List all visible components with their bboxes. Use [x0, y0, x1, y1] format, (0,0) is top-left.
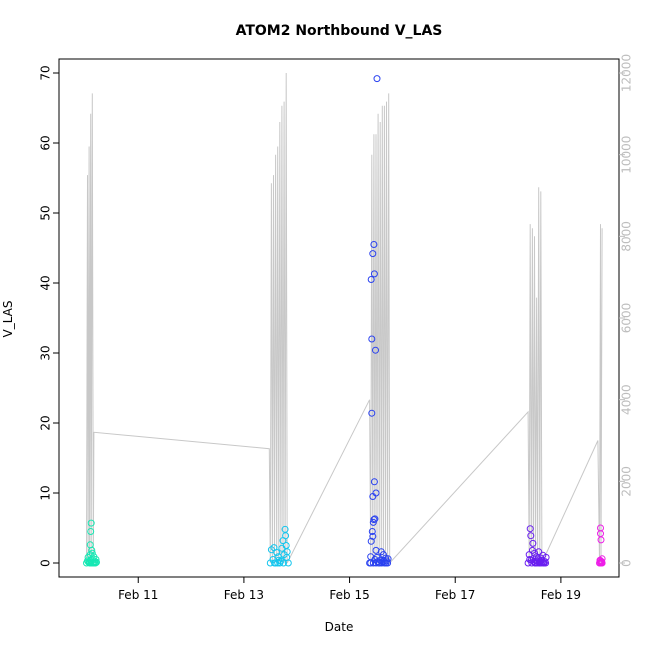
- y2-tick-label: 2000: [620, 466, 634, 497]
- data-point: [275, 556, 283, 564]
- data-point: [369, 532, 377, 540]
- scatter-points: [83, 75, 606, 567]
- data-point: [282, 532, 290, 540]
- data-point: [380, 557, 388, 565]
- data-point: [371, 515, 379, 523]
- y2-tick-label: 4000: [620, 384, 634, 415]
- data-point: [597, 536, 605, 544]
- x-tick-label: Feb 11: [118, 588, 158, 602]
- y-axis-right: 0 2000 4000 6000 8000 10000 12000: [619, 54, 634, 567]
- data-point: [527, 532, 535, 540]
- y2-tick-label: 12000: [620, 54, 634, 92]
- x-axis: Feb 11 Feb 13 Feb 15 Feb 17 Feb 19: [118, 577, 581, 602]
- x-tick-label: Feb 13: [224, 588, 264, 602]
- data-point: [86, 541, 94, 549]
- x-tick-label: Feb 19: [541, 588, 581, 602]
- y-tick-label: 30: [39, 345, 53, 360]
- data-point: [283, 553, 291, 561]
- x-axis-label: Date: [325, 620, 354, 634]
- data-point: [367, 276, 375, 283]
- data-point: [367, 537, 375, 545]
- y-tick-label: 70: [39, 65, 53, 80]
- data-point: [369, 518, 377, 526]
- data-point: [542, 559, 550, 567]
- data-point: [529, 539, 537, 547]
- y2-tick-label: 8000: [620, 221, 634, 252]
- data-point: [382, 559, 390, 567]
- y-tick-label: 40: [39, 275, 53, 290]
- x-tick-label: Feb 15: [329, 588, 369, 602]
- data-point: [598, 558, 606, 566]
- data-point: [531, 549, 538, 557]
- y-tick-label: 10: [39, 485, 53, 500]
- data-point: [373, 75, 381, 83]
- data-point: [369, 493, 377, 500]
- data-point: [538, 558, 546, 566]
- data-point: [87, 528, 95, 535]
- data-point: [370, 270, 378, 278]
- data-point: [368, 409, 376, 417]
- data-point: [369, 250, 377, 258]
- data-point: [370, 478, 378, 486]
- y-tick-label: 50: [39, 205, 53, 220]
- data-point: [92, 559, 99, 567]
- data-point: [370, 516, 378, 524]
- data-point: [378, 559, 386, 567]
- data-point: [540, 559, 547, 567]
- data-point: [597, 557, 604, 565]
- y-tick-label: 20: [39, 415, 53, 430]
- data-point: [87, 559, 95, 567]
- x-tick-label: Feb 17: [435, 588, 475, 602]
- data-point: [371, 556, 379, 563]
- data-point: [384, 555, 392, 563]
- data-point: [532, 557, 540, 565]
- y2-tick-label: 10000: [620, 136, 634, 174]
- data-point: [88, 549, 96, 557]
- data-point: [526, 556, 534, 563]
- y-tick-label: 0: [39, 559, 53, 567]
- data-point: [598, 555, 606, 563]
- y-axis-left: 0 10 20 30 40 50 60 70: [39, 65, 59, 567]
- secondary-series-line: [86, 72, 603, 565]
- data-point: [367, 559, 375, 567]
- data-point: [368, 528, 376, 535]
- data-point: [372, 346, 379, 354]
- y-axis-label: V_LAS: [1, 301, 15, 338]
- y2-tick-label: 0: [620, 559, 634, 567]
- data-point: [368, 335, 376, 343]
- data-point: [87, 519, 95, 527]
- series-line: [86, 72, 603, 565]
- data-point: [370, 241, 378, 248]
- y-tick-label: 60: [39, 135, 53, 150]
- data-point: [535, 548, 543, 556]
- data-point: [282, 542, 290, 549]
- data-point: [526, 525, 534, 533]
- y2-tick-label: 6000: [620, 303, 634, 334]
- chart-title: ATOM2 Northbound V_LAS: [236, 23, 443, 39]
- data-point: [273, 549, 281, 556]
